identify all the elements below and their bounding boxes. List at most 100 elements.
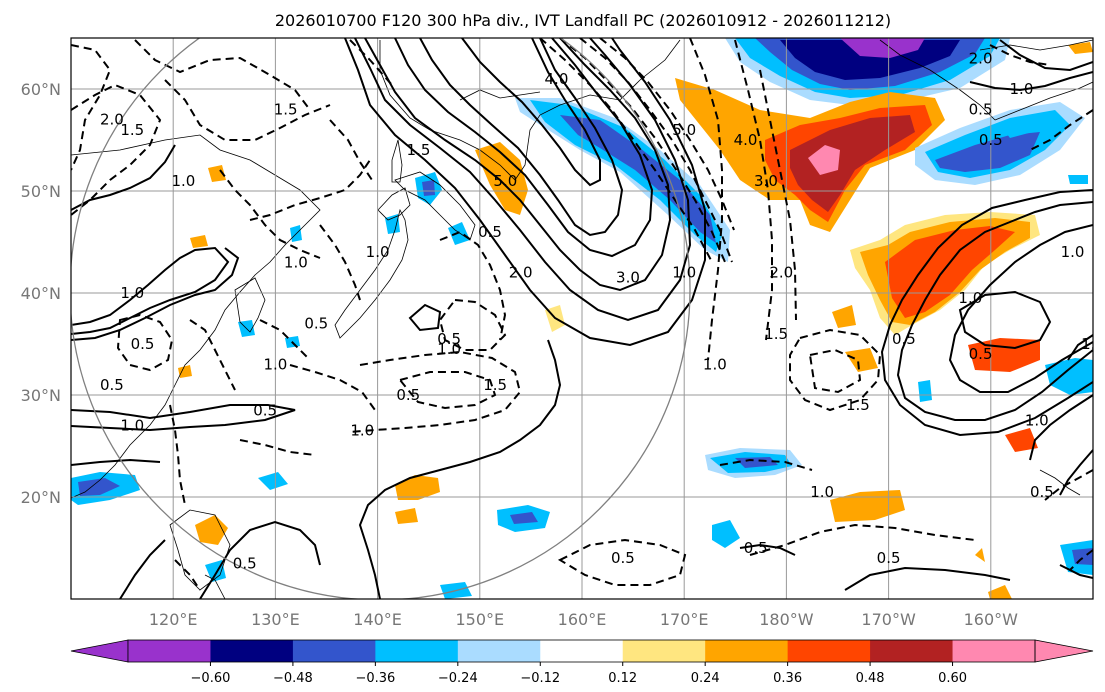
contour-label: 1.5 — [483, 376, 507, 394]
positive-shading — [808, 145, 840, 175]
contour-label: 0.5 — [744, 539, 768, 557]
contour-line — [999, 39, 1093, 72]
positive-shading — [395, 475, 440, 500]
lon-tick-label: 130°E — [251, 610, 300, 629]
negative-shading — [385, 214, 400, 234]
contour-label: 1.0 — [703, 355, 727, 373]
contour-label: 2.0 — [969, 49, 993, 67]
colorbar-tick-label: −0.60 — [191, 671, 231, 686]
contour-line — [364, 38, 672, 292]
colorbar-segment — [870, 640, 954, 662]
contour-line — [71, 83, 162, 216]
contour-line — [749, 523, 976, 556]
lat-tick-label: 30°N — [21, 386, 61, 405]
contour-label: 1.0 — [263, 355, 287, 373]
contour-label: 2.0 — [100, 111, 124, 129]
negative-shading — [258, 472, 288, 490]
contour-label: 0.5 — [969, 100, 993, 118]
negative-shading — [1000, 118, 1040, 138]
lon-tick-label: 140°E — [353, 610, 402, 629]
positive-shading — [832, 305, 856, 328]
contour-label: 0.5 — [100, 376, 124, 394]
contour-line — [599, 38, 735, 231]
landfall-radius-circle — [71, 38, 691, 599]
contour-label: 5.0 — [672, 121, 696, 139]
contour-label: 4.0 — [545, 70, 569, 88]
contour-label: 4.0 — [734, 131, 758, 149]
negative-shading — [1045, 358, 1093, 395]
contour-line — [438, 298, 507, 351]
contour-label: 1.0 — [437, 340, 461, 358]
contour-label: 1.5 — [274, 100, 298, 118]
contour-line — [329, 119, 373, 181]
contour-line — [896, 201, 1093, 421]
colorbar-tick-label: 0.36 — [773, 671, 802, 686]
positive-shading — [885, 226, 1015, 318]
lat-tick-label: 50°N — [21, 182, 61, 201]
contour-label: 1.0 — [120, 417, 144, 435]
contour-label: 1.0 — [366, 243, 390, 261]
colorbar-segment — [375, 640, 459, 662]
contour-line — [880, 189, 1093, 437]
map-panel: 5.0 4.0 5.0 3.0 1.0 4.0 3.0 2.0 1.5 1.0 1.5 0.5 2.0 1… — [21, 37, 1105, 629]
contour-line — [71, 247, 240, 341]
negative-shading — [78, 478, 120, 496]
lon-tick-label: 160°W — [964, 610, 1019, 629]
positive-shading — [190, 235, 208, 248]
lat-tick-label: 60°N — [21, 80, 61, 99]
contour-label: 1.0 — [120, 284, 144, 302]
contour-line — [408, 303, 442, 332]
negative-shading — [840, 38, 925, 58]
contour-label: 0.5 — [969, 345, 993, 363]
contour-label: 0.5 — [979, 131, 1003, 149]
solid-contours — [71, 38, 1093, 599]
coastline — [71, 134, 321, 499]
contour-label: 0.5 — [233, 554, 257, 572]
contour-line — [344, 38, 706, 347]
contour-label: 0.5 — [1030, 483, 1054, 501]
contour-label: 0.5 — [877, 549, 901, 567]
negative-shading — [1068, 175, 1088, 184]
positive-shading — [1068, 42, 1093, 54]
positive-shading — [208, 165, 226, 182]
negative-shading — [918, 380, 932, 402]
contour-line — [169, 404, 186, 506]
colorbar-tick-label: 0.48 — [856, 671, 885, 686]
negative-shading — [935, 132, 1040, 172]
lon-tick-label: 160°E — [558, 610, 607, 629]
contour-line — [1059, 564, 1093, 579]
colorbar-tick-label: −0.48 — [273, 671, 313, 686]
colorbar-segment — [787, 640, 871, 662]
contour-line — [557, 538, 687, 586]
contour-line — [349, 39, 393, 86]
colorbar-tick-label: 0.60 — [938, 671, 967, 686]
longitude-labels: 120°E 130°E 140°E 150°E 160°E 170°E 180°W 170°W… — [149, 610, 1018, 629]
shaded-fields — [71, 38, 1093, 599]
coastline — [879, 39, 996, 121]
negative-shading — [560, 115, 716, 243]
contour-line — [759, 69, 797, 321]
contour-line — [164, 79, 331, 141]
contour-line — [71, 246, 230, 335]
colorbar-segment — [952, 640, 1036, 662]
coastline — [1039, 469, 1081, 496]
negative-shading — [510, 512, 538, 524]
positive-shading — [1005, 428, 1038, 452]
colorbar-tick-label: −0.36 — [355, 671, 395, 686]
contour-label: 1.5 — [764, 325, 788, 343]
contour-label: 3.0 — [754, 172, 778, 190]
negative-shading — [1072, 548, 1093, 565]
positive-shading — [830, 490, 905, 522]
contour-label: 3.0 — [616, 269, 640, 287]
contour-line — [689, 38, 723, 361]
contour-label: 1.0 — [350, 422, 374, 440]
contour-line — [579, 38, 733, 263]
contour-line — [394, 38, 654, 258]
colorbar-under-arrow — [70, 639, 129, 663]
contour-label: 1.0 — [284, 253, 308, 271]
contour-label: 1.5 — [1081, 335, 1105, 353]
colorbar-segment — [210, 640, 294, 662]
positive-shading — [178, 365, 192, 378]
contour-label: 5.0 — [493, 172, 517, 190]
